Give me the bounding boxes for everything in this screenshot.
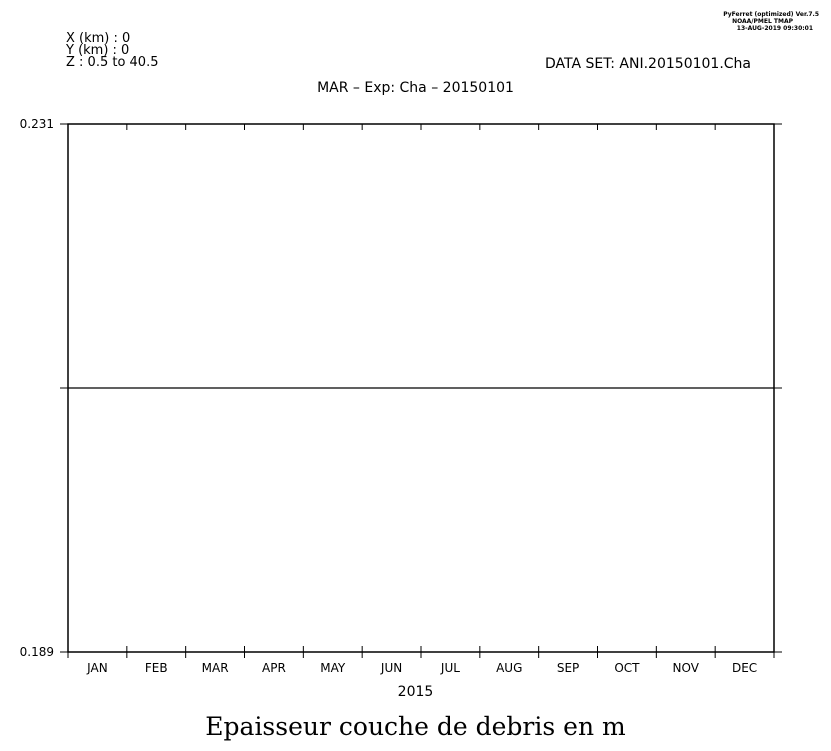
coord-x: X (km) : 0	[66, 31, 131, 46]
x-tick-label: SEP	[557, 661, 579, 675]
x-tick-label: OCT	[614, 661, 640, 675]
x-tick-label: DEC	[732, 661, 757, 675]
x-tick-label: JUN	[380, 661, 402, 675]
coord-z: Z : 0.5 to 40.5	[66, 55, 159, 70]
dataset-label: DATA SET: ANI.20150101.Cha	[545, 56, 751, 72]
x-tick-label: APR	[262, 661, 286, 675]
software-name: PyFerret (optimized) Ver.7.5	[723, 11, 819, 18]
x-tick-label: MAR	[202, 661, 229, 675]
x-tick-label: MAY	[320, 661, 346, 675]
y-axis: 0.231 0.189	[20, 117, 782, 659]
y-tick-label-top: 0.231	[20, 117, 54, 131]
x-tick-label: FEB	[145, 661, 168, 675]
x-tick-label: NOV	[673, 661, 700, 675]
x-tick-label: AUG	[496, 661, 522, 675]
software-org: NOAA/PMEL TMAP	[732, 18, 793, 25]
software-timestamp: 13-AUG-2019 09:30:01	[736, 25, 813, 32]
coord-y: Y (km) : 0	[66, 43, 130, 58]
x-axis: JAN FEB MAR APR MAY JUN JUL AUG SEP OCT NOV DEC	[67, 124, 775, 675]
chart-title: MAR – Exp: Cha – 20150101	[317, 80, 514, 96]
x-tick-label: JUL	[440, 661, 460, 675]
x-tick-label: JAN	[86, 661, 108, 675]
y-tick-label-bottom: 0.189	[20, 645, 54, 659]
chart-caption: Epaisseur couche de debris en m	[205, 712, 626, 741]
x-axis-label: 2015	[397, 684, 434, 700]
